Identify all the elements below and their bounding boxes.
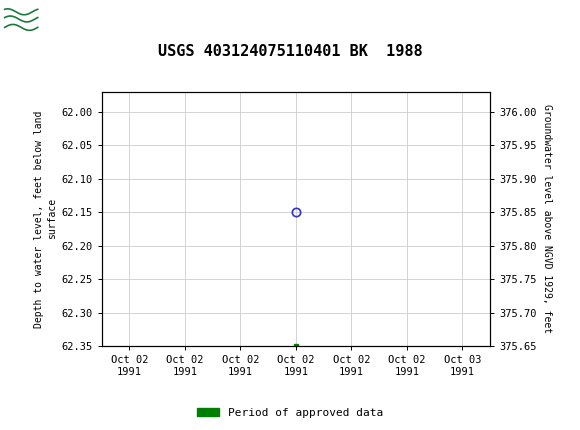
Bar [3, 3, 67, 39]
Text: USGS 403124075110401 BK  1988: USGS 403124075110401 BK 1988 [158, 44, 422, 59]
Y-axis label: Depth to water level, feet below land
surface: Depth to water level, feet below land su… [34, 110, 57, 328]
Legend: Period of approved data: Period of approved data [193, 403, 387, 422]
Text: USGS: USGS [72, 12, 128, 30]
Y-axis label: Groundwater level above NGVD 1929, feet: Groundwater level above NGVD 1929, feet [542, 104, 552, 333]
